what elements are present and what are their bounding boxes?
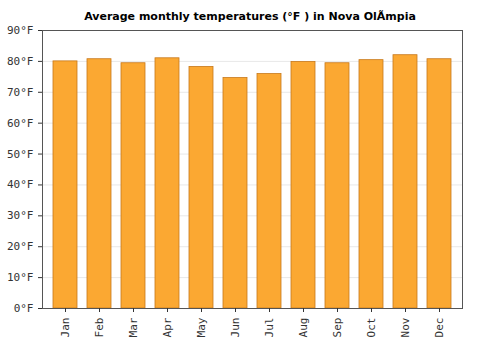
svg-text:Jan: Jan: [59, 318, 72, 338]
svg-text:Nov: Nov: [399, 317, 412, 337]
svg-text:Sep: Sep: [331, 318, 344, 338]
svg-text:10°F: 10°F: [7, 271, 34, 284]
svg-text:60°F: 60°F: [7, 117, 34, 130]
svg-text:40°F: 40°F: [7, 178, 34, 191]
svg-text:Apr: Apr: [161, 317, 174, 337]
svg-text:Jul: Jul: [263, 318, 276, 338]
svg-text:0°F: 0°F: [14, 302, 34, 315]
svg-text:May: May: [195, 317, 208, 337]
svg-text:90°F: 90°F: [7, 25, 34, 37]
svg-text:Aug: Aug: [297, 318, 310, 338]
svg-text:50°F: 50°F: [7, 148, 34, 161]
svg-text:80°F: 80°F: [7, 55, 34, 68]
svg-text:30°F: 30°F: [7, 209, 34, 222]
svg-text:Jun: Jun: [229, 318, 242, 338]
svg-text:Mar: Mar: [127, 317, 140, 337]
svg-text:Oct: Oct: [365, 318, 378, 338]
svg-text:Dec: Dec: [433, 318, 446, 338]
html-text:Average monthly temperatures (: Average monthly temperatures (°F ) in No…: [84, 10, 416, 23]
svg-text:20°F: 20°F: [7, 240, 34, 253]
svg-text:Feb: Feb: [93, 318, 106, 338]
svg-text:70°F: 70°F: [7, 86, 34, 99]
